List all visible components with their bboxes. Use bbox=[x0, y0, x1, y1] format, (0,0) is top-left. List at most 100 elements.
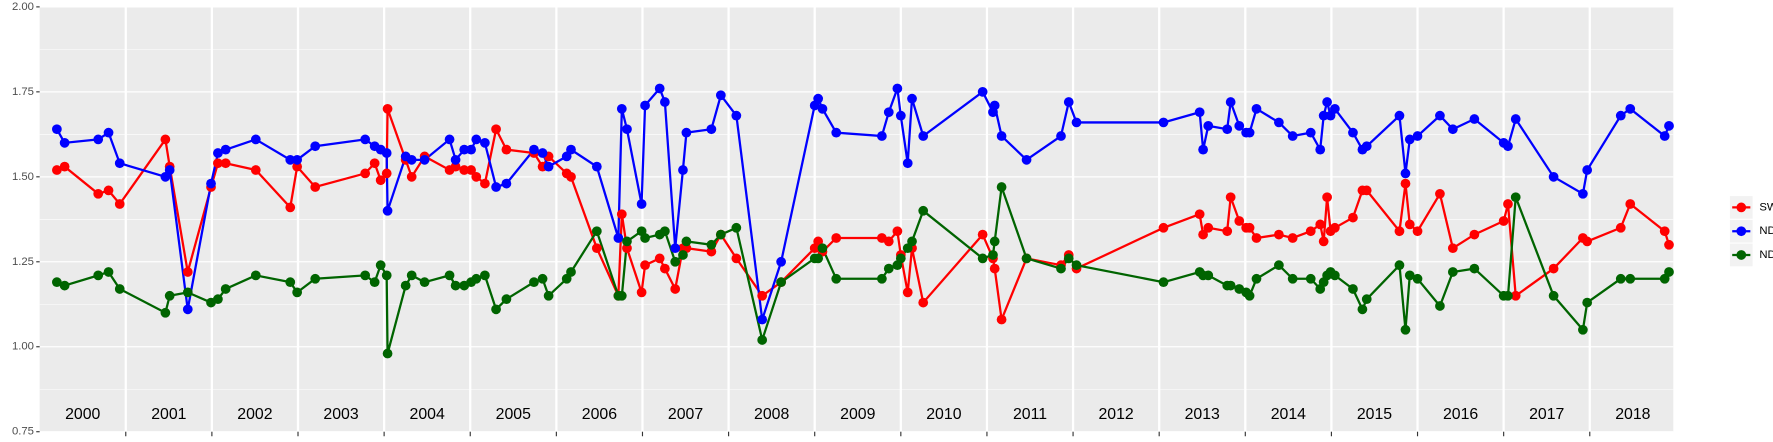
data-point bbox=[444, 134, 455, 145]
data-point bbox=[537, 148, 548, 158]
data-point bbox=[1503, 141, 1513, 152]
data-point bbox=[636, 199, 647, 209]
data-point bbox=[220, 158, 231, 169]
data-point bbox=[1469, 263, 1480, 274]
data-point bbox=[640, 100, 650, 111]
data-point bbox=[1203, 222, 1214, 233]
data-point bbox=[52, 124, 62, 135]
data-point bbox=[566, 144, 576, 155]
data-point bbox=[1582, 297, 1593, 308]
data-point bbox=[678, 165, 688, 175]
year-label: 2006 bbox=[582, 406, 617, 423]
data-point bbox=[206, 178, 216, 189]
grid bbox=[39, 6, 1674, 433]
data-point bbox=[622, 236, 632, 247]
data-point bbox=[1435, 188, 1445, 199]
data-point bbox=[1578, 188, 1588, 199]
data-point bbox=[1244, 127, 1255, 138]
year-label: 2008 bbox=[754, 406, 789, 423]
y-tick-label: 1.50 bbox=[12, 171, 34, 183]
data-point bbox=[996, 314, 1007, 325]
data-point bbox=[1394, 226, 1405, 237]
data-point bbox=[375, 260, 386, 271]
data-point bbox=[93, 134, 104, 145]
data-point bbox=[480, 270, 490, 281]
data-point bbox=[1305, 226, 1316, 237]
data-point bbox=[1021, 253, 1032, 264]
data-point bbox=[381, 168, 392, 179]
data-point bbox=[902, 158, 913, 169]
data-point bbox=[450, 280, 461, 291]
data-point bbox=[103, 185, 114, 196]
data-point bbox=[419, 277, 430, 288]
data-point bbox=[1664, 120, 1674, 131]
data-point bbox=[310, 141, 321, 152]
data-point bbox=[444, 270, 455, 281]
data-point bbox=[654, 253, 665, 264]
data-point bbox=[817, 103, 828, 114]
data-point bbox=[292, 161, 303, 172]
data-point bbox=[681, 127, 692, 138]
data-point bbox=[1625, 199, 1636, 209]
data-point bbox=[220, 144, 231, 155]
data-point bbox=[52, 277, 62, 288]
data-point bbox=[1659, 131, 1670, 141]
data-point bbox=[310, 182, 321, 192]
data-point bbox=[480, 178, 490, 189]
data-point bbox=[1198, 144, 1208, 155]
data-point bbox=[1194, 209, 1205, 220]
year-label: 2013 bbox=[1185, 406, 1220, 423]
data-point bbox=[1315, 219, 1326, 230]
data-point bbox=[103, 127, 114, 138]
data-point bbox=[989, 100, 1000, 111]
data-point bbox=[776, 256, 786, 267]
data-point bbox=[213, 148, 223, 158]
data-point bbox=[543, 290, 554, 301]
year-label: 2018 bbox=[1615, 406, 1650, 423]
data-point bbox=[1225, 280, 1236, 291]
data-point bbox=[681, 236, 692, 247]
data-point bbox=[918, 297, 929, 308]
data-point bbox=[382, 205, 393, 216]
data-point bbox=[1348, 212, 1358, 223]
data-point bbox=[1244, 222, 1255, 233]
data-point bbox=[471, 134, 482, 145]
data-point bbox=[670, 243, 681, 254]
data-point bbox=[1287, 131, 1298, 141]
data-point bbox=[706, 246, 717, 257]
data-point bbox=[1400, 168, 1411, 179]
data-point bbox=[382, 103, 393, 114]
data-point bbox=[491, 304, 501, 315]
data-point bbox=[1412, 131, 1423, 141]
data-point bbox=[1548, 171, 1559, 182]
data-point bbox=[1659, 226, 1670, 237]
data-point bbox=[1503, 290, 1513, 301]
data-point bbox=[1274, 117, 1284, 128]
data-point bbox=[892, 83, 903, 94]
data-point bbox=[529, 277, 539, 288]
legend-marker bbox=[1736, 250, 1747, 260]
data-point bbox=[616, 103, 627, 114]
data-point bbox=[591, 243, 602, 254]
y-tick-label: 1.25 bbox=[12, 256, 34, 268]
data-point bbox=[1287, 233, 1298, 243]
data-point bbox=[883, 107, 894, 118]
data-point bbox=[883, 263, 894, 274]
data-point bbox=[1412, 273, 1423, 284]
data-point bbox=[182, 267, 193, 277]
data-point bbox=[1400, 324, 1411, 335]
data-point bbox=[831, 233, 842, 243]
data-point bbox=[1361, 294, 1372, 305]
data-point bbox=[706, 239, 717, 250]
data-point bbox=[613, 233, 624, 243]
data-point bbox=[1447, 243, 1458, 254]
data-point bbox=[1225, 192, 1236, 203]
data-point bbox=[1548, 290, 1559, 301]
data-point bbox=[459, 144, 470, 155]
data-point bbox=[566, 267, 576, 277]
data-point bbox=[907, 93, 917, 104]
data-point bbox=[1578, 324, 1588, 335]
data-point bbox=[1158, 222, 1169, 233]
data-point bbox=[659, 226, 670, 237]
